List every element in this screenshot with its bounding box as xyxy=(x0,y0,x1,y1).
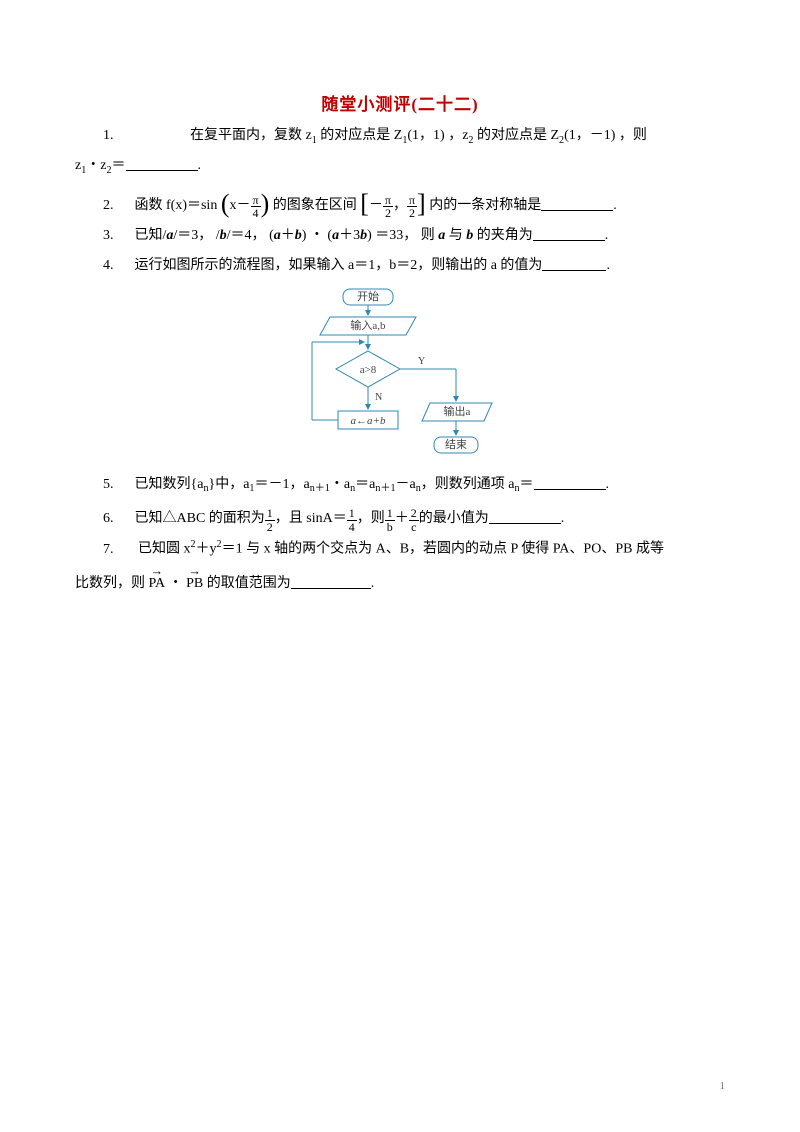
q1-blank xyxy=(126,157,198,172)
svg-text:结束: 结束 xyxy=(445,438,467,451)
question-1: 1. 在复平面内，复数 z1 的对应点是 Z1(1，1) ，z2 的对应点是 Z… xyxy=(75,121,725,151)
svg-text:输出a: 输出a xyxy=(443,404,470,418)
q3-blank xyxy=(533,226,605,241)
flowchart-svg: 开始 输入a,b a>8 Y N a←a+b 输出a 结束 xyxy=(288,285,513,465)
svg-text:N: N xyxy=(375,392,382,403)
frac-pi4: π4 xyxy=(251,194,261,220)
question-2: 2. 函数 f(x)＝sin (x－π4) 的图象在区间 [－π2，π2] 内的… xyxy=(75,188,725,221)
q4-blank xyxy=(542,256,606,271)
q1-a: 在复平面内，复数 z xyxy=(190,128,312,143)
page-title: 随堂小测评(二十二) xyxy=(75,90,725,115)
q2-num: 2. xyxy=(103,191,131,221)
q4-num: 4. xyxy=(103,251,131,281)
question-1-line2: z1・z2＝. xyxy=(75,151,725,181)
svg-text:a>8: a>8 xyxy=(359,364,376,376)
q5-blank xyxy=(534,476,606,491)
title-text: 随堂小测评(二十二) xyxy=(321,95,478,114)
q1-num: 1. xyxy=(103,121,131,151)
svg-text:Y: Y xyxy=(418,356,425,367)
q6-blank xyxy=(489,510,561,525)
svg-text:开始: 开始 xyxy=(357,289,379,303)
question-7-line2: 比数列，则 PA ・ PB 的取值范围为. xyxy=(75,569,725,599)
question-3: 3. 已知/a/＝3， /b/＝4， (a＋b) ・ (a＋3b) ＝33， 则… xyxy=(75,221,725,251)
vector-pb: PB xyxy=(186,569,203,599)
q7-num: 7. xyxy=(103,535,131,565)
question-5: 5. 已知数列{an}中，a1＝－1，an＋1・an＝an＋1－an，则数列通项… xyxy=(75,470,725,500)
question-7: 7. 已知圆 x2＋y2＝1 与 x 轴的两个交点为 A、B，若圆内的动点 P … xyxy=(75,534,725,565)
q6-num: 6. xyxy=(103,504,131,534)
q7-blank xyxy=(291,574,371,589)
flowchart: 开始 输入a,b a>8 Y N a←a+b 输出a 结束 xyxy=(75,285,725,470)
vector-pa: PA xyxy=(149,569,166,599)
q2-blank xyxy=(541,196,613,211)
svg-text:输入a,b: 输入a,b xyxy=(350,318,386,332)
question-4: 4. 运行如图所示的流程图，如果输入 a＝1，b＝2，则输出的 a 的值为. xyxy=(75,251,725,281)
question-6: 6. 已知△ABC 的面积为12，且 sinA＝14，则1b＋2c的最小值为. xyxy=(75,504,725,534)
page-number: 1 xyxy=(720,1080,726,1092)
q3-num: 3. xyxy=(103,221,131,251)
svg-text:a←a+b: a←a+b xyxy=(350,415,385,427)
q5-num: 5. xyxy=(103,470,131,500)
